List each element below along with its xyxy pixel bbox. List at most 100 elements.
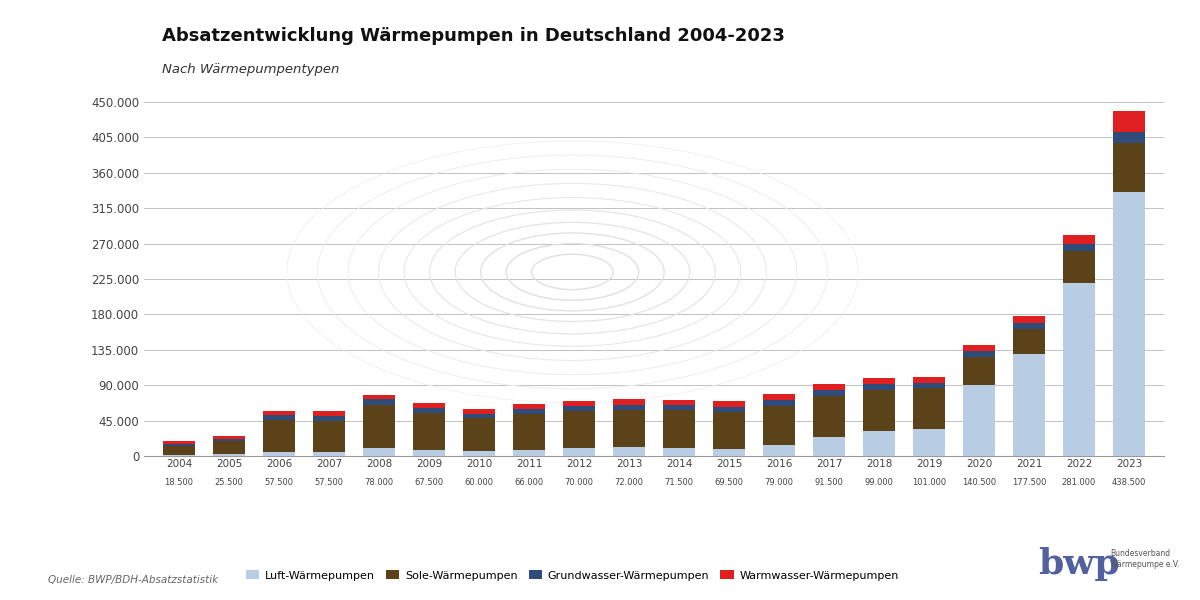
Bar xyxy=(962,385,995,456)
Bar xyxy=(1063,251,1096,283)
Bar xyxy=(1013,316,1045,323)
Bar xyxy=(413,413,445,450)
Bar xyxy=(362,395,395,400)
Text: 66.000: 66.000 xyxy=(515,478,544,487)
Text: Quelle: BWP/BDH-Absatzstatistik: Quelle: BWP/BDH-Absatzstatistik xyxy=(48,575,218,585)
Bar xyxy=(713,407,745,412)
Bar xyxy=(563,406,595,411)
Text: 57.500: 57.500 xyxy=(314,478,343,487)
Bar xyxy=(662,405,695,410)
Bar xyxy=(613,410,646,448)
Bar xyxy=(563,411,595,448)
Bar xyxy=(163,455,196,456)
Bar xyxy=(863,390,895,431)
Bar xyxy=(512,450,545,456)
Text: 91.500: 91.500 xyxy=(815,478,844,487)
Bar xyxy=(313,421,346,452)
Text: 60.000: 60.000 xyxy=(464,478,493,487)
Text: 177.500: 177.500 xyxy=(1012,478,1046,487)
Bar xyxy=(212,454,245,456)
Bar xyxy=(463,413,496,418)
Text: Bundesverband
Wärmepumpe e.V.: Bundesverband Wärmepumpe e.V. xyxy=(1110,550,1180,569)
Bar xyxy=(913,429,946,456)
Bar xyxy=(263,415,295,420)
Text: 438.500: 438.500 xyxy=(1112,478,1146,487)
Bar xyxy=(362,448,395,456)
Bar xyxy=(962,352,995,357)
Bar xyxy=(563,448,595,456)
Bar xyxy=(662,410,695,448)
Bar xyxy=(962,357,995,385)
Bar xyxy=(1013,354,1045,456)
Bar xyxy=(662,400,695,405)
Bar xyxy=(713,401,745,407)
Bar xyxy=(413,403,445,407)
Bar xyxy=(613,448,646,456)
Text: 72.000: 72.000 xyxy=(614,478,643,487)
Bar xyxy=(1112,143,1145,191)
Bar xyxy=(763,445,796,456)
Text: Nach Wärmepumpentypen: Nach Wärmepumpentypen xyxy=(162,63,340,76)
Bar xyxy=(812,396,845,437)
Text: 78.000: 78.000 xyxy=(365,478,394,487)
Bar xyxy=(812,391,845,396)
Text: 70.000: 70.000 xyxy=(564,478,594,487)
Bar xyxy=(1063,244,1096,251)
Bar xyxy=(1013,323,1045,329)
Bar xyxy=(863,385,895,390)
Text: 67.500: 67.500 xyxy=(414,478,444,487)
Bar xyxy=(662,448,695,456)
Bar xyxy=(463,409,496,413)
Bar xyxy=(1112,191,1145,456)
Bar xyxy=(163,444,196,446)
Bar xyxy=(463,418,496,451)
Bar xyxy=(362,405,395,448)
Bar xyxy=(263,411,295,415)
Bar xyxy=(512,409,545,415)
Text: 281.000: 281.000 xyxy=(1062,478,1096,487)
Bar xyxy=(812,384,845,391)
Bar xyxy=(913,388,946,429)
Text: 57.500: 57.500 xyxy=(264,478,294,487)
Bar xyxy=(512,415,545,450)
Text: 25.500: 25.500 xyxy=(215,478,244,487)
Bar xyxy=(913,383,946,388)
Bar xyxy=(863,378,895,385)
Bar xyxy=(763,400,796,406)
Bar xyxy=(362,400,395,405)
Bar xyxy=(763,406,796,445)
Bar xyxy=(1063,283,1096,456)
Text: 71.500: 71.500 xyxy=(665,478,694,487)
Text: 18.500: 18.500 xyxy=(164,478,193,487)
Text: 140.500: 140.500 xyxy=(962,478,996,487)
Text: 101.000: 101.000 xyxy=(912,478,946,487)
Bar xyxy=(313,452,346,456)
Bar xyxy=(863,431,895,456)
Bar xyxy=(263,452,295,456)
Text: Absatzentwicklung Wärmepumpen in Deutschland 2004-2023: Absatzentwicklung Wärmepumpen in Deutsch… xyxy=(162,27,785,45)
Legend: Luft-Wärmepumpen, Sole-Wärmepumpen, Grundwasser-Wärmepumpen, Warmwasser-Wärmepum: Luft-Wärmepumpen, Sole-Wärmepumpen, Grun… xyxy=(241,566,904,585)
Bar xyxy=(1112,132,1145,143)
Bar xyxy=(613,405,646,410)
Bar xyxy=(613,400,646,405)
Bar xyxy=(1013,329,1045,354)
Bar xyxy=(1063,235,1096,244)
Bar xyxy=(763,394,796,400)
Bar xyxy=(413,407,445,413)
Bar xyxy=(713,449,745,456)
Text: bwp: bwp xyxy=(1038,547,1120,581)
Bar xyxy=(212,436,245,439)
Bar xyxy=(263,420,295,452)
Text: 79.000: 79.000 xyxy=(764,478,793,487)
Bar xyxy=(463,451,496,456)
Bar xyxy=(962,346,995,352)
Bar xyxy=(512,404,545,409)
Bar xyxy=(563,401,595,406)
Bar xyxy=(313,416,346,421)
Bar xyxy=(1112,111,1145,132)
Bar xyxy=(163,442,196,444)
Bar xyxy=(713,412,745,449)
Bar xyxy=(163,446,196,455)
Bar xyxy=(212,439,245,441)
Text: 69.500: 69.500 xyxy=(714,478,744,487)
